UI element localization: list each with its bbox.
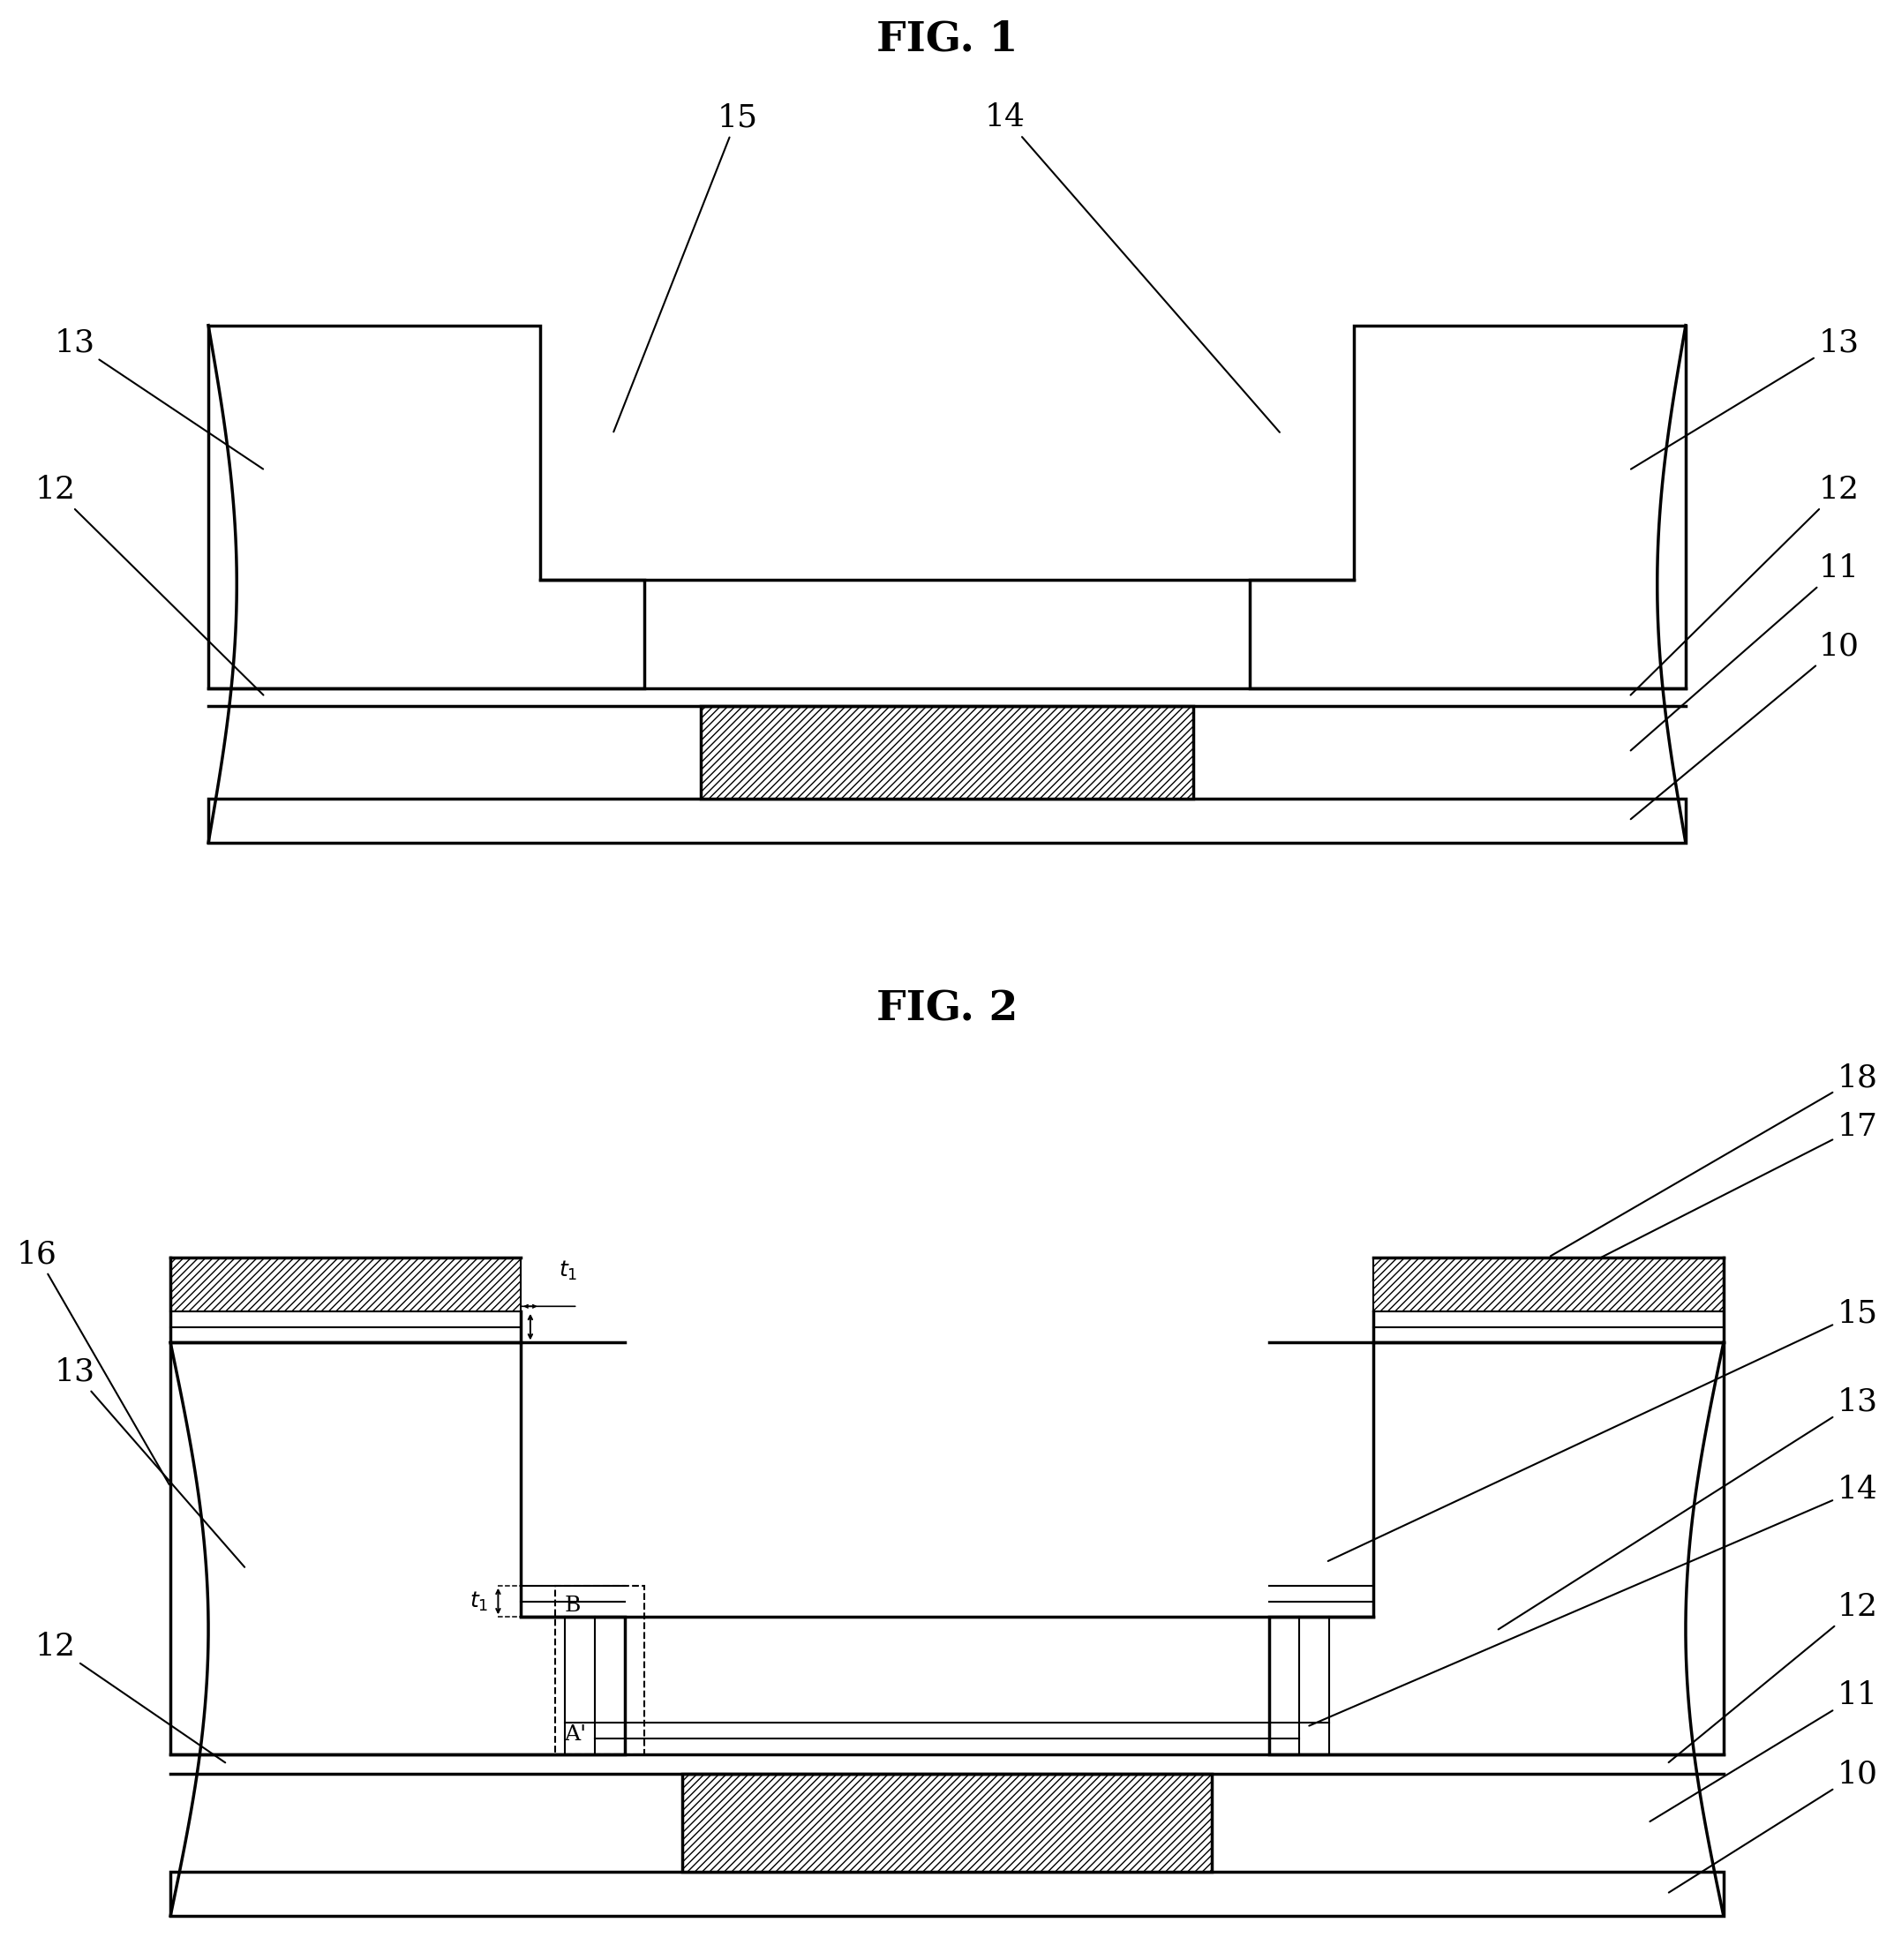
Text: FIG. 1: FIG. 1 — [877, 20, 1017, 59]
Text: 10: 10 — [1669, 1758, 1877, 1893]
Bar — [682, 1774, 1212, 1872]
Text: $t_1$: $t_1$ — [470, 1590, 489, 1613]
Text: 14: 14 — [985, 102, 1280, 433]
Text: 12: 12 — [1631, 474, 1858, 696]
Text: 12: 12 — [1669, 1592, 1877, 1762]
Text: 15: 15 — [1328, 1298, 1877, 1560]
Text: 13: 13 — [1498, 1386, 1877, 1629]
Text: 10: 10 — [1631, 631, 1858, 819]
Text: 17: 17 — [1551, 1111, 1877, 1284]
Polygon shape — [170, 1343, 625, 1754]
Bar — [701, 706, 1193, 800]
Text: 14: 14 — [1309, 1474, 1877, 1727]
Bar — [170, 1872, 1724, 1917]
Polygon shape — [1250, 325, 1686, 688]
Text: 13: 13 — [1631, 327, 1858, 468]
Text: $t_1$: $t_1$ — [559, 1258, 578, 1282]
Text: 11: 11 — [1650, 1680, 1877, 1821]
Text: 12: 12 — [36, 474, 263, 696]
Polygon shape — [1269, 1343, 1724, 1754]
Text: 13: 13 — [55, 1356, 244, 1568]
Text: A': A' — [564, 1725, 587, 1744]
Text: B: B — [564, 1595, 581, 1615]
Text: 16: 16 — [17, 1239, 169, 1484]
Bar — [1373, 1258, 1724, 1311]
Text: 18: 18 — [1551, 1062, 1877, 1256]
Text: 15: 15 — [614, 102, 758, 431]
Text: 12: 12 — [36, 1631, 225, 1762]
Bar — [170, 1258, 521, 1311]
Bar — [208, 800, 1686, 843]
Text: 13: 13 — [55, 327, 263, 468]
Polygon shape — [208, 325, 644, 688]
Bar — [555, 1586, 644, 1754]
Text: FIG. 2: FIG. 2 — [877, 990, 1017, 1029]
Text: 11: 11 — [1631, 553, 1858, 751]
